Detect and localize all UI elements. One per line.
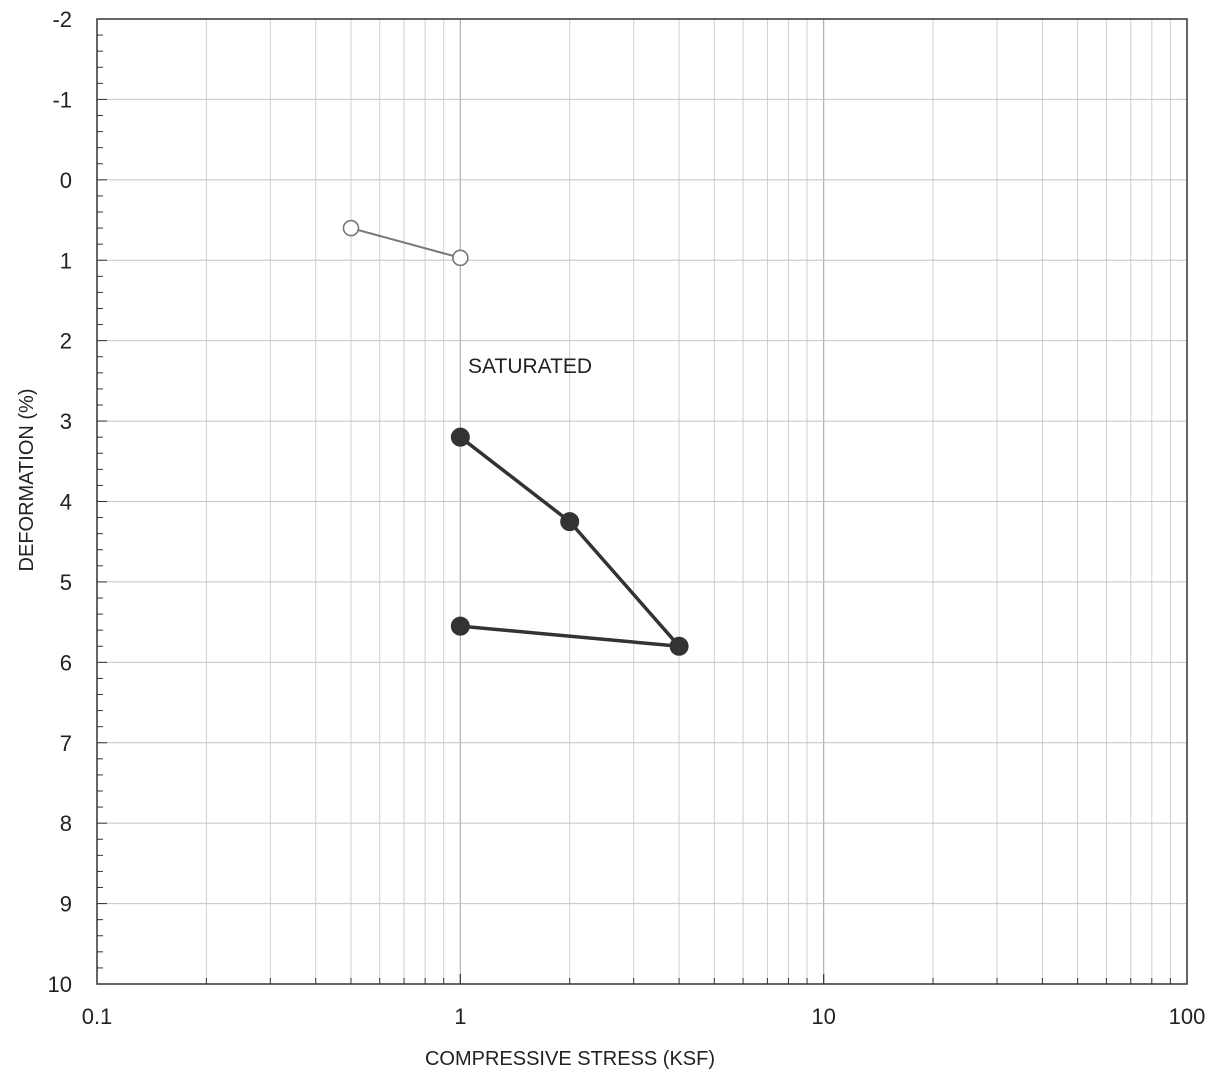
x-tick-label: 10 <box>811 1004 835 1029</box>
y-tick-label: 2 <box>60 329 72 354</box>
y-tick-label: 4 <box>60 490 72 515</box>
series-2-point <box>669 636 689 656</box>
y-tick-label: -1 <box>52 87 72 112</box>
series-1-point <box>342 219 360 237</box>
x-tick-label: 100 <box>1169 1004 1206 1029</box>
series-2-line <box>459 435 684 649</box>
y-tick-label: 9 <box>60 892 72 917</box>
annotation-label: SATURATED <box>468 355 592 378</box>
y-tick-label: 3 <box>60 409 72 434</box>
y-tick-label: -2 <box>52 7 72 32</box>
axes <box>96 18 1188 985</box>
annotations: SATURATED <box>468 355 592 378</box>
grid <box>97 19 1187 984</box>
series-1-point <box>452 249 469 267</box>
y-tick-label: 0 <box>60 168 72 193</box>
data-series <box>342 219 689 656</box>
y-axis-title: DEFORMATION (%) <box>16 389 38 572</box>
y-tick-label: 6 <box>60 650 72 675</box>
x-axis-title: COMPRESSIVE STRESS (KSF) <box>425 1048 715 1070</box>
tick-labels: -2 -1 0 1 2 3 4 5 6 7 8 9 10 0.1 1 10 100 <box>48 7 1206 1029</box>
y-tick-label: 7 <box>60 731 72 756</box>
y-tick-label: 8 <box>60 811 72 836</box>
series-1-line <box>350 227 461 259</box>
y-tick-label: 1 <box>60 248 72 273</box>
y-tick-label: 5 <box>60 570 72 595</box>
series-2-point <box>560 512 580 532</box>
series-2-point <box>450 616 470 636</box>
x-tick-label: 0.1 <box>82 1004 113 1029</box>
x-tick-label: 1 <box>454 1004 466 1029</box>
y-tick-label: 10 <box>48 972 72 997</box>
series-2-point <box>450 427 470 447</box>
